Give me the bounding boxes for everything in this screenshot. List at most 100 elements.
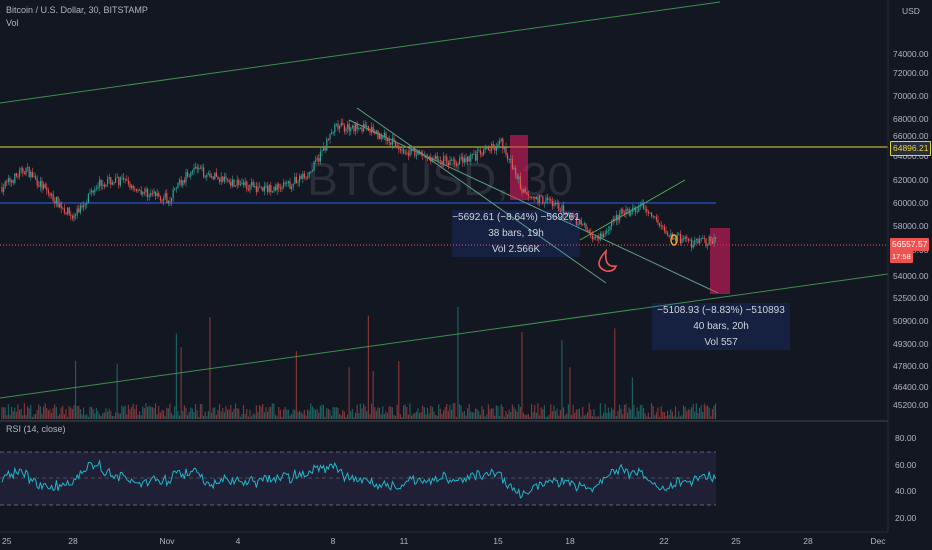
volume-bar [75, 360, 77, 419]
volume-bar [571, 414, 573, 419]
candle-body [188, 176, 190, 178]
volume-bar [635, 416, 637, 419]
candle-body [398, 148, 400, 150]
candle-body [334, 124, 336, 133]
orange-circle-drawing[interactable] [670, 234, 678, 246]
candle-body [171, 197, 173, 202]
candle-body [281, 186, 283, 189]
volume-bar [556, 408, 558, 419]
measure-box-2[interactable] [710, 228, 730, 294]
candle-body [646, 209, 648, 212]
volume-bar [510, 412, 512, 419]
volume-bar [217, 409, 219, 419]
volume-bar [644, 413, 646, 419]
volume-bar [76, 406, 78, 419]
volume-bar [596, 416, 598, 419]
volume-bar [433, 411, 435, 419]
measure-box-1[interactable] [510, 135, 528, 200]
volume-bar [151, 407, 153, 419]
volume-bar [84, 415, 86, 419]
volume-bar [420, 411, 422, 419]
candle-body [225, 176, 227, 179]
volume-bar [651, 403, 653, 419]
volume-bar [483, 409, 485, 419]
yellow-level-price-tag[interactable]: 64896.21 [890, 141, 932, 156]
candle-body [164, 193, 166, 198]
candle-body [161, 200, 163, 202]
volume-bar [692, 403, 694, 419]
candle-body [185, 172, 187, 183]
volume-bar [497, 406, 499, 419]
candle-body [135, 189, 137, 191]
candle-body [417, 151, 419, 155]
time-axis-ticks[interactable]: 25 28 Nov 4 8 11 15 18 22 25 28 Dec [2, 536, 886, 546]
volume-bar [281, 416, 283, 419]
volume-bar [366, 411, 368, 419]
candle-body [199, 167, 201, 169]
candle-body [715, 237, 717, 239]
channel-upper-line[interactable] [356, 107, 607, 284]
volume-bar [315, 410, 317, 419]
volume-bar [374, 407, 376, 419]
candle-body [687, 238, 689, 241]
candle-body [588, 230, 590, 233]
candle-body [47, 190, 49, 194]
last-price-tag[interactable]: 56557.57 [890, 238, 930, 251]
candle-body [518, 176, 520, 179]
candle-body [246, 181, 248, 190]
candle-body [35, 176, 37, 179]
volume-bar [468, 404, 470, 419]
candle-body [654, 216, 656, 218]
volume-bar [286, 409, 288, 419]
candle-body [377, 130, 379, 139]
candle-body [209, 173, 211, 178]
candle-body [407, 152, 409, 156]
volume-bar [486, 414, 488, 419]
time-tick-label: 22 [659, 536, 669, 546]
lower-trend-line[interactable] [0, 273, 889, 399]
candle-body [94, 189, 96, 193]
currency-label[interactable]: USD [902, 6, 920, 16]
volume-bar [206, 416, 208, 419]
volume-bar [395, 415, 397, 419]
volume-bar [495, 405, 497, 419]
candle-body [124, 179, 126, 180]
volume-bar [375, 410, 377, 419]
channel-lower-line[interactable] [348, 119, 719, 294]
candle-body [113, 182, 115, 184]
volume-bar [351, 408, 353, 419]
volume-bar [529, 416, 531, 419]
candle-body [659, 223, 661, 226]
candle-body [180, 179, 182, 186]
volume-bar [463, 411, 465, 419]
volume-bar [667, 410, 669, 419]
candle-body [662, 226, 664, 227]
price-axis-panel[interactable] [888, 0, 932, 550]
candle-body [239, 183, 241, 185]
candle-body [388, 138, 390, 143]
candle-body [92, 190, 94, 193]
candle-body [100, 179, 102, 186]
red-crescent-drawing[interactable] [598, 248, 618, 272]
candle-body [593, 237, 595, 240]
candle-body [710, 236, 712, 241]
volume-bar [116, 363, 118, 419]
volume-bar [177, 411, 179, 419]
candle-body [683, 238, 685, 240]
candle-body [555, 203, 557, 205]
volume-bar [158, 406, 160, 419]
candle-body [289, 181, 291, 189]
volume-bar [430, 406, 432, 419]
volume-bar [215, 414, 217, 419]
volume-bar [403, 405, 405, 419]
volume-bar [515, 409, 517, 419]
candle-body [233, 179, 235, 187]
candle-body [324, 146, 326, 151]
candle-body [423, 155, 425, 157]
volume-bar [332, 407, 334, 419]
volume-bar [399, 414, 401, 419]
price-tick-label: 64000.00 [893, 151, 929, 161]
volume-bar [511, 404, 513, 419]
upper-trend-line[interactable] [0, 1, 721, 104]
